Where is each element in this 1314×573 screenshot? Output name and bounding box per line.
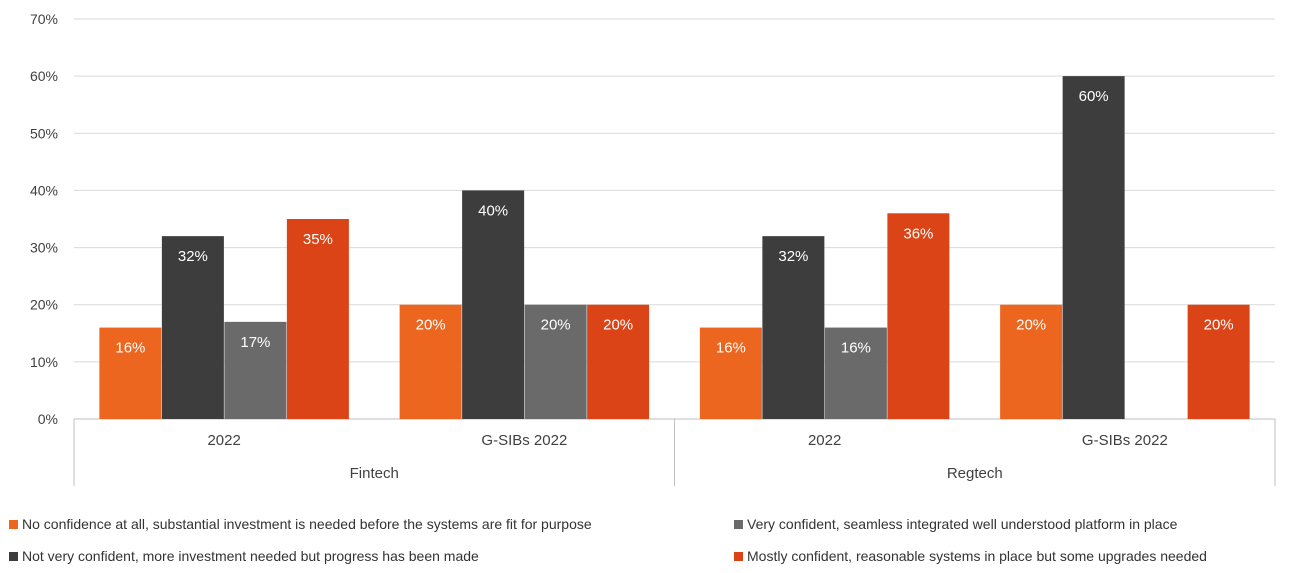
bar-data-label: 20% xyxy=(416,317,446,334)
legend-label: Not very confident, more investment need… xyxy=(22,548,479,564)
bar-data-label: 16% xyxy=(841,340,871,357)
bar-data-label: 35% xyxy=(303,231,333,248)
bar xyxy=(699,327,762,419)
x-group-label: Fintech xyxy=(350,465,399,482)
bar-data-label: 20% xyxy=(1016,317,1046,334)
bar xyxy=(1187,304,1250,419)
y-tick-label: 70% xyxy=(30,11,58,27)
x-group-label: Regtech xyxy=(947,465,1003,482)
bar-data-label: 16% xyxy=(716,340,746,357)
y-tick-label: 60% xyxy=(30,68,58,84)
bars xyxy=(99,76,1250,420)
bar xyxy=(762,236,825,419)
legend-item: No confidence at all, substantial invest… xyxy=(9,516,592,532)
bar xyxy=(399,304,462,419)
legend-label: Very confident, seamless integrated well… xyxy=(747,516,1178,532)
legend: No confidence at all, substantial invest… xyxy=(0,516,1314,573)
bar-data-labels: 16% 32% 17% 35% 20% 40% 20% 20% 16% 32% 16% 36% 20% 6… xyxy=(115,88,1233,356)
bar-data-label: 20% xyxy=(541,317,571,334)
bar xyxy=(587,304,650,419)
bar-data-label: 16% xyxy=(115,340,145,357)
bar xyxy=(161,236,224,419)
y-tick-label: 10% xyxy=(30,354,58,370)
bar xyxy=(1000,304,1063,419)
y-tick-label: 20% xyxy=(30,297,58,313)
bar-data-label: 32% xyxy=(778,248,808,265)
x-category-label: G-SIBs 2022 xyxy=(481,432,567,449)
legend-swatch xyxy=(9,551,18,561)
legend-label: Mostly confident, reasonable systems in … xyxy=(747,548,1207,564)
bar-data-label: 20% xyxy=(1204,317,1234,334)
bar xyxy=(462,190,525,419)
bar-chart: 0% 10% 20% 30% 40% 50% 60% 70% 16% 32% 17% 35% 20% 4… xyxy=(30,11,1276,486)
y-tick-label: 50% xyxy=(30,125,58,141)
x-category-label: 2022 xyxy=(207,432,240,449)
y-axis-tick-labels: 0% 10% 20% 30% 40% 50% 60% 70% xyxy=(30,11,58,427)
x-category-label: 2022 xyxy=(808,432,841,449)
bar xyxy=(224,321,287,419)
bar-data-label: 32% xyxy=(178,248,208,265)
bar-data-label: 40% xyxy=(478,202,508,219)
legend-swatch xyxy=(9,519,18,529)
legend-item: Very confident, seamless integrated well… xyxy=(734,516,1177,532)
bar xyxy=(824,327,887,419)
legend-item: Not very confident, more investment need… xyxy=(9,548,479,564)
bar xyxy=(887,213,950,419)
x-category-label: G-SIBs 2022 xyxy=(1082,432,1168,449)
legend-label: No confidence at all, substantial invest… xyxy=(22,516,592,532)
y-tick-label: 40% xyxy=(30,182,58,198)
legend-swatch xyxy=(734,551,743,561)
legend-item: Mostly confident, reasonable systems in … xyxy=(734,548,1207,564)
bar-data-label: 60% xyxy=(1079,88,1109,105)
x-axis: 2022 G-SIBs 2022 2022 G-SIBs 2022 Fintech Reg… xyxy=(73,419,1276,486)
legend-swatch xyxy=(734,519,743,529)
y-tick-label: 0% xyxy=(38,411,58,427)
bar xyxy=(286,219,349,419)
bar-data-label: 36% xyxy=(903,225,933,242)
y-tick-label: 30% xyxy=(30,240,58,256)
bar-data-label: 20% xyxy=(603,317,633,334)
bar-data-label: 17% xyxy=(240,334,270,351)
bar xyxy=(524,304,587,419)
bar xyxy=(99,327,162,419)
bar xyxy=(1062,76,1125,420)
